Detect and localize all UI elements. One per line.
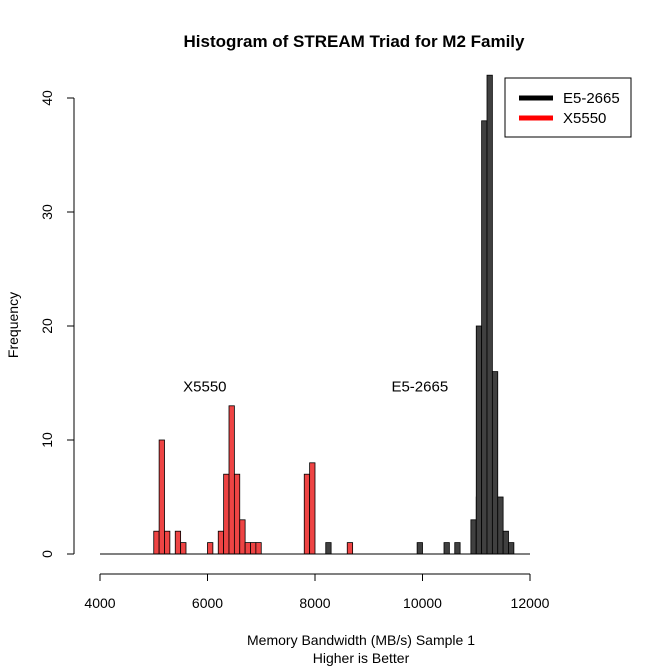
x-axis-label-secondary: Higher is Better xyxy=(313,650,410,666)
bar-e5-2665-1 xyxy=(416,542,423,555)
bars-group xyxy=(153,74,515,555)
bar-x5550-5 xyxy=(207,542,214,555)
y-tick-label: 40 xyxy=(39,90,55,106)
bar-x5550-2 xyxy=(164,530,171,555)
bar-e5-2665-11 xyxy=(502,530,509,555)
bar-x5550-7 xyxy=(223,473,230,555)
x-axis-label: Memory Bandwidth (MB/s) Sample 1 xyxy=(247,632,475,648)
bar-x5550-9 xyxy=(233,473,241,555)
legend-label-e5-2665: E5-2665 xyxy=(563,90,620,107)
y-tick-label: 10 xyxy=(39,432,55,448)
bar-x5550-15 xyxy=(309,462,316,555)
annotation-e5-2665: E5-2665 xyxy=(391,378,448,395)
bar-e5-2665-12 xyxy=(508,542,515,555)
bar-e5-2665-8 xyxy=(486,74,493,555)
legend: E5-2665 X5550 xyxy=(504,77,632,138)
bar-x5550-6 xyxy=(217,530,225,555)
bar-x5550-13 xyxy=(255,542,262,555)
bar-x5550-16 xyxy=(346,542,354,555)
bar-e5-2665-9 xyxy=(491,371,499,555)
bar-x5550-12 xyxy=(250,542,257,555)
x-tick-label: 12000 xyxy=(511,595,550,611)
bar-x5550-1 xyxy=(158,439,165,555)
y-axis-label: Frequency xyxy=(5,292,21,358)
bar-x5550-4 xyxy=(180,542,187,555)
x-axis: 4000 6000 8000 10000 12000 xyxy=(84,573,550,611)
chart-title: Histogram of STREAM Triad for M2 Family xyxy=(184,32,526,51)
bar-e5-2665-4 xyxy=(470,519,477,555)
bar-x5550-0 xyxy=(153,530,160,555)
bar-e5-2665-7 xyxy=(481,120,488,555)
bar-e5-2665-2 xyxy=(443,542,450,555)
bar-e5-2665-3 xyxy=(454,542,461,555)
bar-x5550-3 xyxy=(174,530,182,555)
bar-x5550-10 xyxy=(239,519,246,555)
bar-x5550-14 xyxy=(303,473,311,555)
x-tick-label: 4000 xyxy=(84,595,115,611)
y-axis: 0 10 20 30 40 xyxy=(39,90,75,558)
annotation-x5550: X5550 xyxy=(183,378,226,395)
y-tick-label: 30 xyxy=(39,204,55,220)
annotations-group: X5550 E5-2665 xyxy=(183,378,448,395)
legend-box xyxy=(504,77,632,138)
bar-e5-2665-0 xyxy=(325,542,332,555)
bar-e5-2665-10 xyxy=(497,496,504,555)
x-tick-label: 8000 xyxy=(299,595,330,611)
bar-e5-2665-6 xyxy=(475,325,483,555)
bar-x5550-11 xyxy=(244,542,251,555)
bar-x5550-8 xyxy=(228,405,235,555)
y-tick-label: 0 xyxy=(39,550,55,558)
x-tick-label: 6000 xyxy=(192,595,223,611)
y-tick-label: 20 xyxy=(39,318,55,334)
x-tick-label: 10000 xyxy=(403,595,442,611)
legend-label-x5550: X5550 xyxy=(563,110,606,127)
